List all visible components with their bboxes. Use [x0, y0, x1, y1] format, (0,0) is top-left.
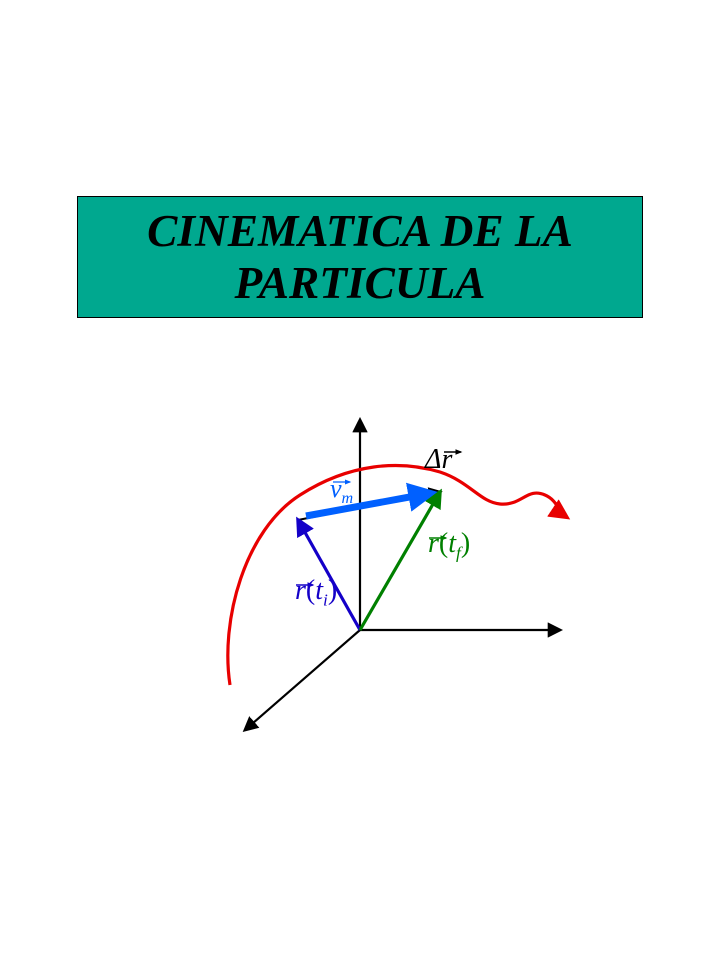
title-line2: PARTICULA — [234, 258, 485, 308]
label-r-tf: r(tf) — [428, 528, 470, 564]
label-delta-r: Δr — [425, 444, 452, 476]
label-vm-main: v — [330, 474, 342, 503]
label-rti-close: ) — [328, 575, 337, 606]
axis-z — [245, 630, 360, 730]
label-rtf-close: ) — [461, 528, 470, 559]
label-vm: vm — [330, 474, 353, 508]
vector-vm — [306, 494, 426, 516]
label-rti-t: t — [315, 575, 323, 606]
title-line1: CINEMATICA DE LA — [147, 206, 573, 256]
label-vm-sub: m — [342, 490, 354, 507]
label-rtf-t: t — [448, 528, 456, 559]
title-text: CINEMATICA DE LA PARTICULA — [147, 205, 573, 309]
label-rti-main: r — [295, 575, 306, 606]
kinematics-diagram — [150, 400, 590, 760]
label-rtf-main: r — [428, 528, 439, 559]
label-delta-r-prefix: Δ — [425, 444, 441, 475]
label-r-ti: r(ti) — [295, 575, 337, 611]
label-rti-open: ( — [306, 575, 315, 606]
title-box: CINEMATICA DE LA PARTICULA — [77, 196, 643, 318]
slide: CINEMATICA DE LA PARTICULA — [0, 0, 720, 960]
diagram-container: Δr vm r(tf) r(ti) — [150, 400, 590, 760]
label-rtf-open: ( — [439, 528, 448, 559]
label-delta-r-main: r — [441, 444, 452, 475]
